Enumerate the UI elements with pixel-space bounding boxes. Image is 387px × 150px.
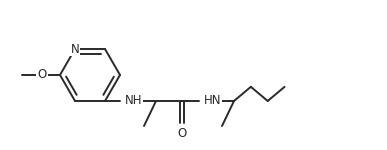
Text: O: O xyxy=(38,69,46,81)
Text: N: N xyxy=(70,42,79,56)
Text: HN: HN xyxy=(204,94,221,108)
Text: O: O xyxy=(177,127,187,140)
Text: NH: NH xyxy=(125,94,142,108)
